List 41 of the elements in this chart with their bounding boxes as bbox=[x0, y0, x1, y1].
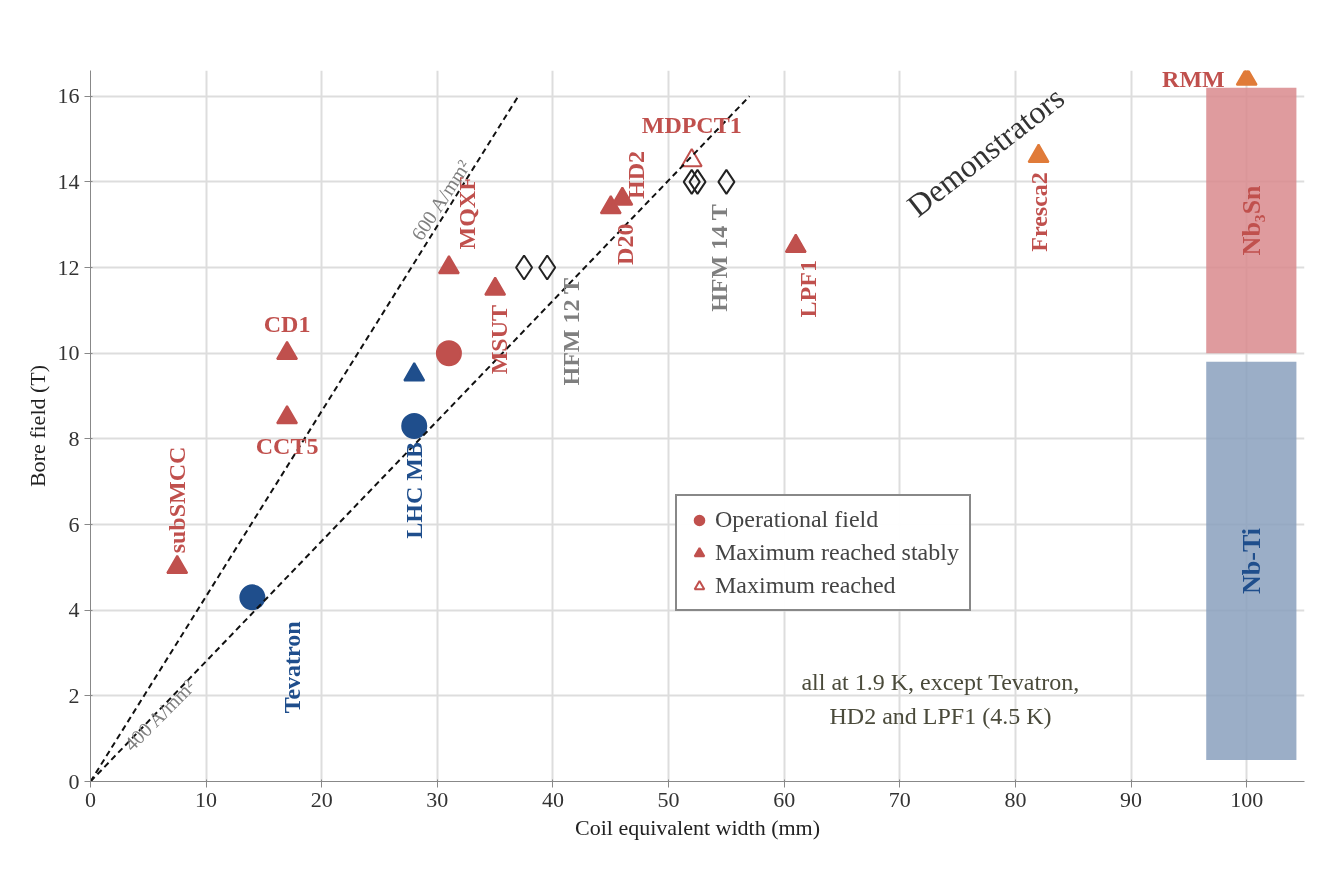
legend-label: Maximum reached bbox=[715, 572, 896, 599]
annotation: HFM 12 T bbox=[558, 277, 585, 386]
band-label: Nb₃Sn bbox=[1236, 184, 1266, 256]
annotation: RMM bbox=[1162, 66, 1225, 93]
y-axis-title: Bore field (T) bbox=[24, 364, 50, 488]
annotation: all at 1.9 K, except Tevatron, HD2 and LPF1 (4.5 K) bbox=[801, 668, 1080, 729]
legend-label: Operational field bbox=[715, 506, 879, 533]
annotation: MDPCT1 bbox=[641, 112, 742, 139]
annotation: subSMCC bbox=[164, 446, 191, 554]
legend-label: Maximum reached stably bbox=[715, 539, 959, 566]
annotation: HFM 14 T bbox=[706, 204, 733, 312]
y-tick-label: 10 bbox=[57, 340, 80, 366]
y-tick-label: 4 bbox=[68, 597, 80, 623]
y-tick-label: 2 bbox=[68, 682, 80, 708]
x-tick-label: 100 bbox=[1230, 786, 1264, 812]
annotation: CD1 bbox=[263, 311, 311, 338]
y-tick-label: 16 bbox=[57, 83, 80, 109]
y-tick-label: 8 bbox=[68, 425, 80, 451]
x-tick-label: 50 bbox=[657, 786, 680, 812]
x-tick-label: 10 bbox=[195, 786, 218, 812]
x-tick-label: 60 bbox=[773, 786, 796, 812]
annotation: MSUT bbox=[486, 304, 513, 375]
band-label: Nb-Ti bbox=[1236, 527, 1266, 594]
x-tick-label: 70 bbox=[888, 786, 911, 812]
annotation: LPF1 bbox=[794, 260, 821, 318]
y-tick-label: 12 bbox=[57, 254, 80, 280]
x-tick-label: 90 bbox=[1120, 786, 1143, 812]
x-axis-title: Coil equivalent width (mm) bbox=[574, 814, 821, 840]
annotation: CCT5 bbox=[255, 433, 319, 460]
annotation: HD2 bbox=[623, 150, 650, 199]
y-tick-label: 14 bbox=[57, 168, 80, 194]
x-tick-label: 30 bbox=[426, 786, 449, 812]
x-tick-label: 40 bbox=[541, 786, 564, 812]
x-tick-label: 0 bbox=[85, 786, 96, 812]
annotation: Tevatron bbox=[279, 621, 306, 714]
annotation: LHC MB bbox=[401, 442, 428, 539]
x-tick-label: 80 bbox=[1004, 786, 1027, 812]
y-tick-label: 6 bbox=[68, 511, 80, 537]
y-tick-label: 0 bbox=[68, 768, 80, 794]
annotation: D20 bbox=[611, 223, 638, 265]
x-tick-label: 20 bbox=[310, 786, 333, 812]
